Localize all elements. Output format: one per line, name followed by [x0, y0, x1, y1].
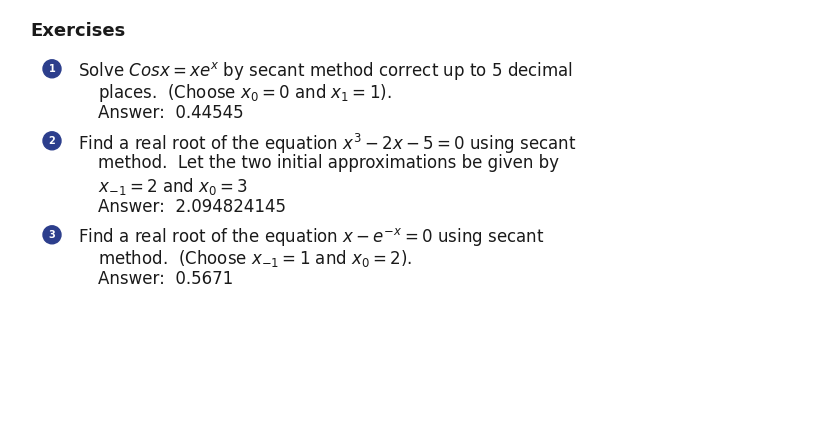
Text: $x_{-1} = 2$ and $x_0 = 3$: $x_{-1} = 2$ and $x_0 = 3$: [98, 176, 248, 197]
Text: method.  (Choose $x_{-1} = 1$ and $x_0 = 2$).: method. (Choose $x_{-1} = 1$ and $x_0 = …: [98, 248, 412, 269]
Text: method.  Let the two initial approximations be given by: method. Let the two initial approximatio…: [98, 154, 559, 172]
Text: Solve $\mathit{Cos}x = xe^x$ by secant method correct up to 5 decimal: Solve $\mathit{Cos}x = xe^x$ by secant m…: [78, 60, 573, 82]
Text: places.  (Choose $x_0 = 0$ and $x_1 = 1$).: places. (Choose $x_0 = 0$ and $x_1 = 1$)…: [98, 82, 392, 104]
Text: Find a real root of the equation $x - e^{-x} = 0$ using secant: Find a real root of the equation $x - e^…: [78, 226, 544, 248]
Text: 2: 2: [49, 136, 55, 146]
Text: Exercises: Exercises: [30, 22, 125, 40]
Circle shape: [43, 226, 61, 244]
Circle shape: [43, 132, 61, 150]
Text: 3: 3: [49, 230, 55, 240]
Text: Answer:  2.094824145: Answer: 2.094824145: [98, 198, 286, 216]
Text: Answer:  0.44545: Answer: 0.44545: [98, 104, 243, 122]
Text: 1: 1: [49, 64, 55, 74]
Text: Answer:  0.5671: Answer: 0.5671: [98, 270, 233, 288]
Text: Find a real root of the equation $x^3 - 2x - 5 = 0$ using secant: Find a real root of the equation $x^3 - …: [78, 132, 577, 156]
Circle shape: [43, 60, 61, 78]
